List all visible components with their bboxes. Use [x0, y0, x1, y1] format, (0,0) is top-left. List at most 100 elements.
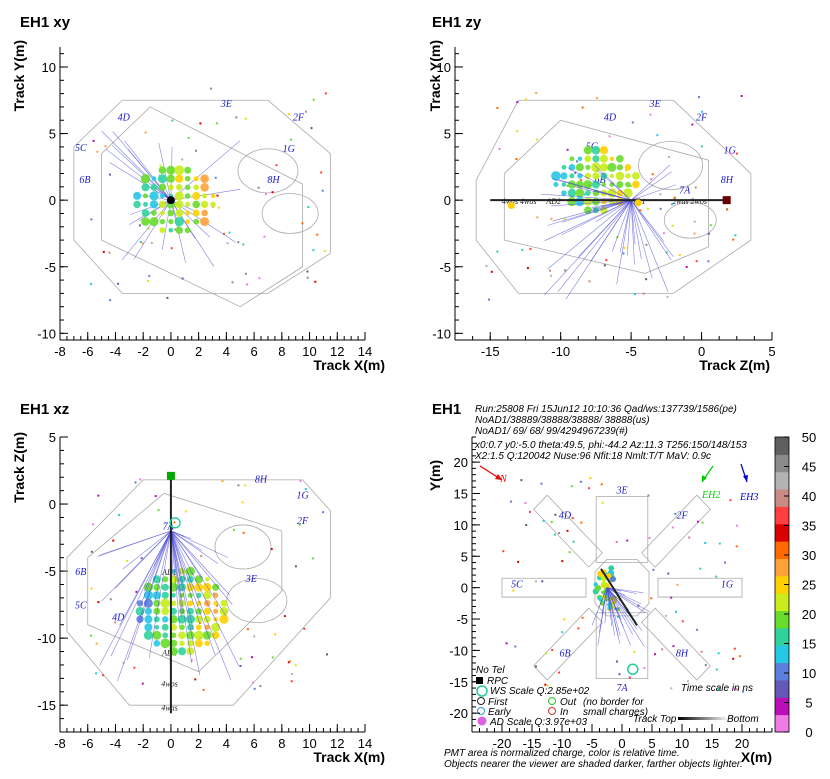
ws-hit: [241, 501, 244, 504]
ws-hit: [166, 296, 169, 299]
ws-hit: [631, 121, 634, 124]
ws-hit: [709, 224, 712, 227]
x-tick-label: 12: [330, 344, 344, 359]
colorbar-segment: [775, 471, 789, 490]
light-ray: [630, 171, 672, 201]
pmt-hit: [159, 193, 165, 199]
ws-hit: [181, 277, 184, 280]
ws-hit: [605, 259, 608, 262]
detector-label: 8H: [255, 475, 268, 486]
ws-hit: [148, 274, 151, 277]
pmt-hit: [184, 193, 191, 199]
ws-hit: [581, 616, 584, 619]
pmt-hit: [160, 598, 170, 608]
ws-hit: [652, 568, 655, 571]
light-ray: [99, 530, 172, 666]
ws-hit: [253, 635, 256, 638]
detector-label: 7A: [163, 522, 175, 533]
ws-hit: [639, 209, 642, 212]
ws-hit: [139, 241, 142, 243]
out-swatch: [548, 697, 556, 705]
pmt-hit: [585, 164, 591, 170]
ws-hit: [264, 193, 267, 196]
pmt-hit: [615, 171, 625, 181]
inner-outline: [503, 119, 709, 274]
ws-hit: [216, 604, 218, 607]
legend-small: small charges): [583, 707, 648, 718]
pmt-hit: [143, 590, 153, 600]
pmt-hit: [200, 200, 209, 209]
ws-hit: [645, 278, 648, 281]
ws-hit: [287, 113, 290, 116]
ws-hit: [623, 247, 626, 249]
wall-outline: [641, 607, 711, 681]
pmt-hit: [162, 616, 169, 623]
light-ray: [552, 199, 632, 222]
pmt-hit: [149, 217, 159, 227]
y-axis-label: Y(m): [427, 460, 443, 491]
pmt-hit: [601, 590, 605, 595]
colorbar-segment: [775, 697, 789, 716]
ws-hit: [290, 138, 293, 141]
ws-hit: [321, 189, 324, 192]
detector-label: AD1: [161, 568, 177, 577]
pmt-hit: [616, 181, 624, 188]
wall-outline: [657, 577, 743, 598]
x-tick-label: -8: [54, 344, 66, 359]
ws-hit: [144, 131, 147, 134]
x-tick-label: -20: [493, 736, 512, 751]
pmt-hit: [551, 171, 561, 181]
colorbar-segment: [775, 506, 789, 525]
pmt-hit: [185, 210, 191, 216]
pmt-hit: [179, 624, 185, 631]
light-ray: [611, 200, 632, 252]
pmt-hit: [143, 582, 153, 592]
ws-hit: [571, 517, 574, 520]
ws-hit: [306, 276, 309, 279]
pmt-hit: [192, 200, 200, 209]
rpc-hit: [722, 196, 731, 205]
ws-hit: [174, 228, 177, 231]
ws-hit: [154, 495, 157, 498]
ws-hit: [670, 687, 673, 690]
y-tick-label: -5: [439, 260, 451, 275]
info-line: NoAD1/ 69/ 68/ 99/4294967239(#): [475, 426, 628, 437]
pmt-hit: [193, 176, 199, 182]
ws-hit: [629, 184, 632, 187]
ws-hit: [671, 526, 674, 529]
light-ray: [606, 587, 629, 615]
y-tick-label: 5: [49, 127, 56, 142]
x-tick-label: -4: [110, 344, 122, 359]
colorbar-segment: [775, 714, 789, 733]
ws-hit: [647, 494, 650, 497]
ws-hit: [700, 650, 703, 653]
pmt-hit: [616, 155, 624, 163]
info-line: Run:25808 Fri 15Jun12 10:10:36 Qad/ws:13…: [475, 404, 737, 415]
light-ray: [561, 199, 632, 236]
eh2-label: EH2: [701, 490, 720, 501]
pmt-hit: [150, 183, 158, 191]
ws-hit: [670, 596, 673, 599]
info-line: X2:1.5 Q:120042 Nuse:96 Nfit:18 Nmlt:T/T…: [474, 451, 711, 462]
ws-hit: [674, 512, 677, 515]
ws-hit: [515, 158, 518, 160]
pmt-hit: [168, 227, 174, 233]
detector-label: 3E: [245, 574, 257, 585]
x-tick-label: 14: [358, 344, 372, 359]
ws-hit: [661, 648, 664, 651]
ws-hit: [326, 653, 328, 656]
ws-hit: [673, 196, 676, 199]
ws-hit: [290, 680, 293, 683]
ws-hit: [671, 224, 674, 227]
ws-hit: [122, 661, 125, 664]
ws-hit: [596, 97, 599, 100]
light-ray: [565, 199, 632, 300]
light-ray: [170, 530, 230, 596]
x-tick-label: -15: [481, 344, 500, 359]
ws-hit: [173, 521, 176, 524]
ws-hit: [92, 523, 95, 526]
light-ray: [630, 199, 674, 257]
ws-hit: [490, 270, 493, 273]
ws-hit: [654, 653, 656, 656]
ws-hit: [301, 222, 304, 225]
